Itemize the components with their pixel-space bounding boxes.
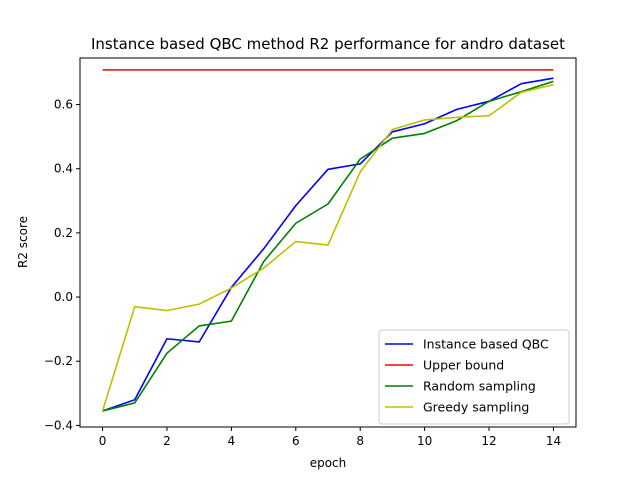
y-tick-label: −0.4 (44, 418, 73, 432)
x-tick-label: 10 (417, 434, 432, 448)
y-axis-label: R2 score (16, 216, 30, 268)
x-tick-label: 0 (99, 434, 107, 448)
x-tick-label: 2 (163, 434, 171, 448)
y-tick-label: 0.0 (54, 290, 73, 304)
series-line-greedy-sampling (101, 83, 554, 412)
x-tick-label: 4 (228, 434, 236, 448)
legend-label-upper-bound: Upper bound (423, 358, 504, 373)
y-tick-label: 0.4 (54, 162, 73, 176)
x-tick-label: 14 (546, 434, 561, 448)
axes-frame (79, 57, 577, 428)
y-tick-label: 0.6 (54, 98, 73, 112)
legend-label-instance-based-qbc: Instance based QBC (423, 337, 549, 352)
legend-box (378, 329, 570, 425)
legend-label-random-sampling: Random sampling (423, 379, 536, 394)
y-tick-label: 0.2 (54, 226, 73, 240)
x-tick-label: 8 (356, 434, 364, 448)
legend: Instance based QBC Upper bound Random samp… (378, 329, 570, 425)
series-line-random-sampling (102, 80, 554, 412)
legend-label-greedy-sampling: Greedy sampling (423, 400, 529, 415)
plot-area: 0 2 4 6 8 10 12 14 −0.4 −0.2 0.0 0.2 0.4 0.6 (44, 57, 577, 448)
chart-title: Instance based QBC method R2 performance… (91, 35, 565, 53)
series-line-instance-based-qbc (102, 77, 554, 412)
x-axis-label: epoch (310, 456, 347, 470)
x-tick-label: 6 (292, 434, 300, 448)
x-tick-label: 12 (481, 434, 496, 448)
y-tick-label: −0.2 (44, 354, 73, 368)
